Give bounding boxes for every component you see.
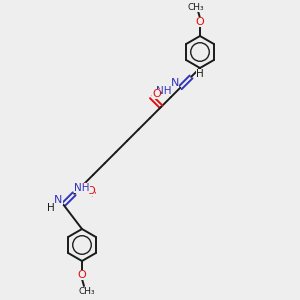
Text: CH₃: CH₃ [79, 286, 95, 296]
Text: H: H [46, 202, 54, 213]
Text: NH: NH [156, 86, 172, 96]
Text: O: O [78, 270, 86, 280]
Text: N: N [171, 78, 179, 88]
Text: NH: NH [74, 183, 90, 193]
Text: O: O [196, 17, 204, 27]
Text: H: H [196, 69, 204, 79]
Text: N: N [54, 195, 63, 205]
Text: O: O [86, 186, 95, 196]
Text: CH₃: CH₃ [188, 2, 204, 11]
Text: O: O [152, 89, 161, 99]
